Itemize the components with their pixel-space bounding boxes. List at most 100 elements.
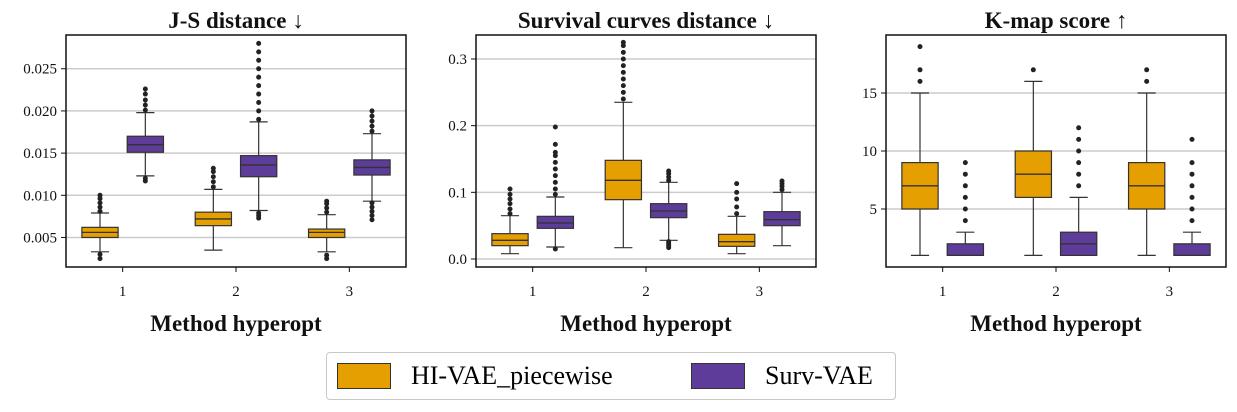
- outlier-point: [97, 200, 103, 206]
- outlier-point: [324, 205, 330, 211]
- box-surv-vae-3: [763, 178, 801, 247]
- y-tick-label: 0.005: [23, 230, 57, 246]
- outlier-point: [324, 252, 330, 258]
- outlier-point: [1189, 136, 1195, 142]
- outlier-point: [142, 175, 148, 181]
- panel-survival-curves-distance: Survival curves distance ↓ 0.0 0.1 0.2 0.3 1…: [448, 8, 817, 336]
- plot-area: 0.0 0.1 0.2 0.3 1 2 3: [448, 34, 817, 300]
- outlier-point: [552, 186, 558, 192]
- outlier-point: [666, 239, 672, 245]
- x-axis-label: Method hyperopt: [970, 311, 1142, 336]
- outlier-point: [734, 211, 740, 217]
- box-surv-vae-3: [1173, 136, 1211, 257]
- outlier-point: [1189, 183, 1195, 189]
- outlier-point: [666, 168, 672, 174]
- box-hi-vae-piecewise-1: [901, 44, 939, 256]
- outlier-point: [210, 179, 216, 185]
- outlier-point: [1076, 136, 1082, 142]
- outlier-point: [507, 211, 513, 217]
- outlier-point: [962, 160, 968, 166]
- legend-item-surv-vae: Surv-VAE: [691, 362, 873, 390]
- outlier-point: [552, 179, 558, 185]
- outlier-point: [620, 56, 626, 62]
- outlier-point: [97, 256, 103, 262]
- outlier-point: [142, 97, 148, 103]
- box-surv-vae-1: [536, 124, 575, 252]
- outlier-point: [917, 78, 923, 84]
- outlier-point: [369, 213, 375, 219]
- plot-frame: [65, 34, 407, 268]
- y-tick-label: 15: [862, 86, 877, 102]
- y-tick-label: 0.020: [23, 104, 57, 120]
- outlier-point: [620, 39, 626, 45]
- outlier-point: [369, 108, 375, 114]
- outlier-point: [256, 57, 262, 63]
- outlier-point: [962, 194, 968, 200]
- x-tick-label: 1: [939, 284, 947, 300]
- outlier-point: [1189, 171, 1195, 177]
- outlier-point: [97, 251, 103, 257]
- outlier-point: [620, 63, 626, 69]
- panel-title: K-map score ↑: [985, 8, 1128, 33]
- outlier-point: [962, 171, 968, 177]
- outlier-point: [1144, 78, 1150, 84]
- box-surv-vae-2: [649, 168, 688, 251]
- box-iqr: [307, 228, 346, 239]
- outlier-point: [734, 204, 740, 210]
- outlier-point: [620, 83, 626, 89]
- box-hi-vae-piecewise-2: [1014, 67, 1053, 256]
- outlier-point: [256, 210, 262, 216]
- outlier-point: [507, 201, 513, 207]
- box-iqr: [1173, 243, 1211, 257]
- outlier-point: [1030, 67, 1036, 73]
- outlier-point: [369, 217, 375, 223]
- box-surv-vae-3: [353, 108, 391, 223]
- y-tick-label: 0.3: [448, 52, 467, 68]
- y-tick-label: 0.2: [448, 119, 467, 135]
- plot-frame: [475, 34, 817, 268]
- box-hi-vae-piecewise-3: [307, 198, 346, 262]
- outlier-point: [734, 196, 740, 202]
- outlier-point: [256, 66, 262, 72]
- outlier-point: [97, 192, 103, 198]
- legend: HI-VAE_piecewise Surv-VAE: [326, 352, 896, 400]
- x-tick-label: 2: [642, 284, 650, 300]
- y-tick-label: 0.010: [23, 188, 57, 204]
- outlier-point: [1189, 218, 1195, 224]
- x-tick-label: 2: [232, 284, 240, 300]
- outlier-point: [369, 204, 375, 210]
- outlier-point: [256, 91, 262, 97]
- outlier-point: [256, 99, 262, 105]
- outlier-point: [507, 186, 513, 192]
- outlier-point: [620, 76, 626, 82]
- outlier-point: [620, 69, 626, 75]
- outlier-point: [734, 189, 740, 195]
- outlier-point: [734, 181, 740, 187]
- outlier-point: [256, 83, 262, 89]
- outlier-point: [962, 183, 968, 189]
- outlier-point: [369, 208, 375, 214]
- outlier-point: [552, 141, 558, 147]
- outlier-point: [507, 206, 513, 212]
- legend-label: Surv-VAE: [765, 361, 873, 390]
- box-iqr: [946, 243, 985, 257]
- outlier-point: [779, 178, 785, 184]
- outlier-point: [324, 209, 330, 215]
- outlier-point: [256, 116, 262, 122]
- outlier-point: [369, 200, 375, 206]
- box-hi-vae-piecewise-3: [1127, 67, 1166, 256]
- outlier-point: [1076, 125, 1082, 131]
- y-tick-label: 0.0: [448, 252, 467, 268]
- outlier-point: [1076, 183, 1082, 189]
- outlier-point: [369, 128, 375, 134]
- box-iqr: [239, 155, 278, 178]
- legend-item-hi-vae-piecewise: HI-VAE_piecewise: [337, 362, 613, 390]
- outlier-point: [552, 149, 558, 155]
- outlier-point: [552, 166, 558, 172]
- panel-js-distance: J-S distance ↓ 0.005 0.010 0.015 0.020 0.025…: [23, 8, 407, 336]
- outlier-point: [620, 49, 626, 55]
- box-iqr: [536, 215, 575, 229]
- y-tick-label: 0.015: [23, 146, 57, 162]
- box-iqr: [763, 211, 801, 227]
- plot-area: 0.005 0.010 0.015 0.020 0.025 1 2 3: [23, 34, 407, 300]
